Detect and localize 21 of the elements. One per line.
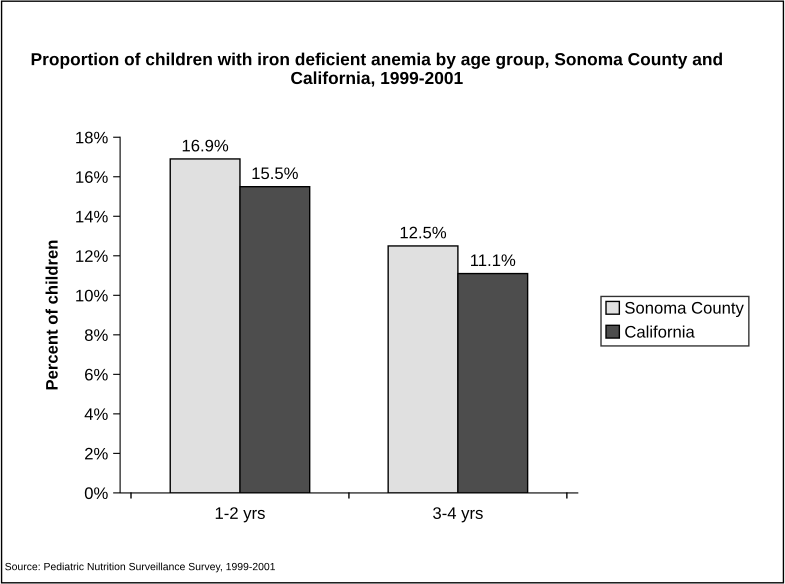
- y-tick-label: 8%: [84, 329, 108, 342]
- data-label: 16.9%: [182, 140, 228, 152]
- y-tick-label: 6%: [85, 368, 108, 381]
- chart-title: Proportion of children with iron deficient anemia by age group, Sonoma County and California, 1999-2001: [32, 52, 722, 87]
- y-tick-label: 16%: [76, 171, 108, 183]
- legend-label: Sonoma County: [625, 302, 744, 318]
- y-tick-label: 18%: [76, 132, 108, 144]
- legend-label: California: [625, 325, 695, 338]
- x-tick-label: 3-4 yrs: [433, 507, 483, 522]
- data-label: 11.1%: [471, 254, 516, 266]
- y-axis-title: Percent of children: [46, 240, 58, 390]
- source-note: Source: Pediatric Nutrition Surveillance Survey, 1999-2001: [5, 562, 275, 572]
- y-tick-label: 10%: [76, 290, 108, 302]
- y-tick-label: 12%: [76, 250, 108, 262]
- y-tick-label: 2%: [85, 448, 108, 460]
- y-tick-label: 14%: [76, 210, 108, 222]
- data-label: 12.5%: [400, 226, 446, 238]
- y-tick-label: 0%: [84, 487, 108, 500]
- data-label: 15.5%: [252, 167, 298, 180]
- x-tick-label: 1-2 yrs: [216, 507, 265, 522]
- y-tick-label: 4%: [84, 408, 108, 420]
